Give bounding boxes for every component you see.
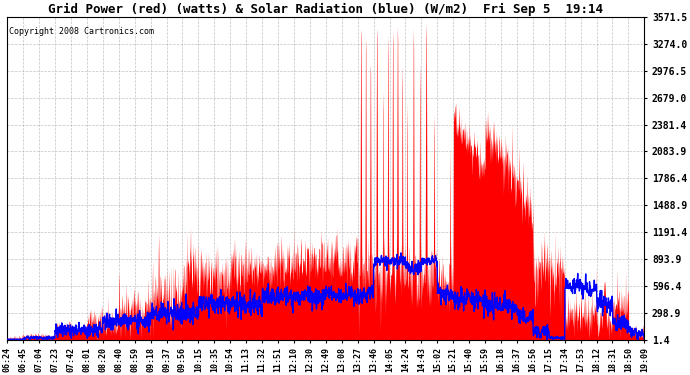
Text: Copyright 2008 Cartronics.com: Copyright 2008 Cartronics.com [8,27,154,36]
Title: Grid Power (red) (watts) & Solar Radiation (blue) (W/m2)  Fri Sep 5  19:14: Grid Power (red) (watts) & Solar Radiati… [48,3,603,16]
